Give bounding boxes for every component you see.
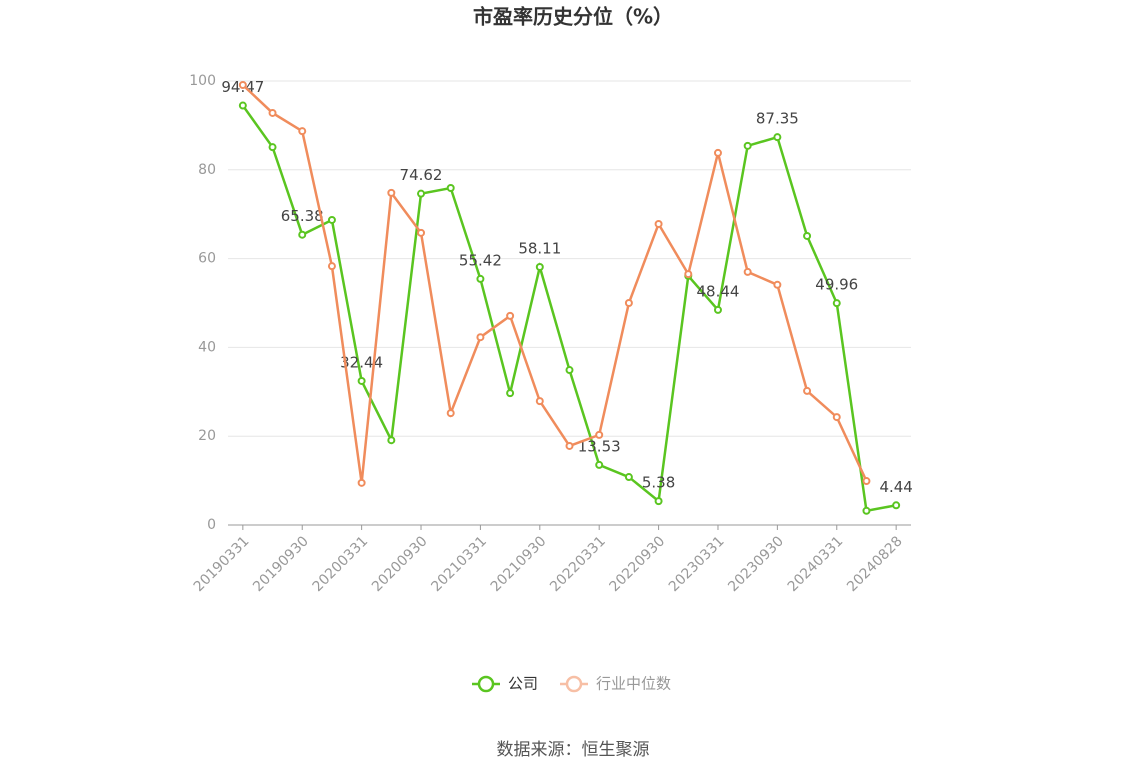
- data-label: 48.44: [697, 282, 740, 300]
- point: [713, 148, 722, 157]
- point: [238, 101, 247, 110]
- y-tick-label: 20: [198, 428, 216, 444]
- series-line: [241, 84, 868, 483]
- point: [476, 274, 485, 283]
- point: [743, 141, 752, 150]
- point: [446, 409, 455, 418]
- point: [506, 311, 515, 320]
- y-tick-label: 80: [198, 162, 216, 178]
- point: [832, 413, 841, 422]
- x-tick-label: 20240828: [844, 533, 906, 595]
- x-tick-label: 20240331: [785, 533, 847, 595]
- point: [535, 262, 544, 271]
- point: [684, 270, 693, 279]
- point: [803, 231, 812, 240]
- point: [268, 108, 277, 117]
- x-tick-label: 20190331: [191, 533, 253, 595]
- point: [862, 477, 871, 486]
- point: [298, 127, 307, 136]
- point: [417, 189, 426, 198]
- series-line: [241, 104, 897, 513]
- x-tick-label: 20200331: [310, 533, 372, 595]
- point: [357, 478, 366, 487]
- point: [327, 262, 336, 271]
- legend-marker: [565, 675, 583, 693]
- point: [565, 441, 574, 450]
- point: [417, 228, 426, 237]
- point: [535, 397, 544, 406]
- point: [773, 133, 782, 142]
- point: [624, 299, 633, 307]
- point: [862, 506, 871, 515]
- point: [713, 305, 722, 314]
- legend-label: 行业中位数: [596, 675, 671, 693]
- x-tick-label: 20230331: [666, 533, 728, 595]
- y-tick-label: 60: [198, 251, 216, 267]
- point: [832, 299, 841, 308]
- point: [595, 430, 604, 439]
- point: [565, 366, 574, 375]
- point: [654, 219, 663, 228]
- data-label: 58.11: [518, 239, 561, 257]
- x-tick-label: 20210331: [428, 533, 490, 595]
- point: [327, 215, 336, 224]
- point: [506, 389, 515, 398]
- point: [357, 376, 366, 385]
- chart-title: 市盈率历史分位（%）: [473, 5, 673, 29]
- data-label: 87.35: [756, 110, 799, 128]
- y-tick-label: 40: [198, 339, 216, 355]
- data-label: 5.38: [642, 474, 675, 492]
- y-tick-label: 100: [189, 73, 216, 89]
- point: [238, 80, 247, 89]
- x-tick-label: 20220930: [607, 533, 669, 595]
- point: [595, 460, 604, 469]
- point: [654, 497, 663, 506]
- point: [743, 267, 752, 276]
- data-label: 13.53: [578, 437, 621, 455]
- legend-label: 公司: [508, 675, 538, 693]
- point: [298, 230, 307, 239]
- legend-marker: [477, 675, 495, 693]
- x-tick-label: 20190930: [250, 533, 312, 595]
- point: [892, 501, 901, 510]
- data-label: 49.96: [815, 276, 858, 294]
- point: [387, 188, 396, 197]
- point: [268, 143, 277, 152]
- point: [773, 280, 782, 289]
- x-tick-label: 20230930: [725, 533, 787, 595]
- x-tick-label: 20210930: [488, 533, 550, 595]
- source: 数据来源：恒生聚源: [497, 740, 650, 760]
- point: [476, 333, 485, 342]
- data-label: 55.42: [459, 251, 502, 269]
- data-label: 65.38: [281, 207, 324, 225]
- point: [446, 184, 455, 193]
- point: [387, 436, 396, 445]
- x-tick-label: 20200930: [369, 533, 431, 595]
- y-tick-label: 0: [207, 517, 216, 533]
- x-tick-label: 20220331: [547, 533, 609, 595]
- data-label: 74.62: [400, 166, 443, 184]
- data-label: 4.44: [879, 478, 912, 496]
- point: [803, 386, 812, 395]
- point: [624, 473, 633, 482]
